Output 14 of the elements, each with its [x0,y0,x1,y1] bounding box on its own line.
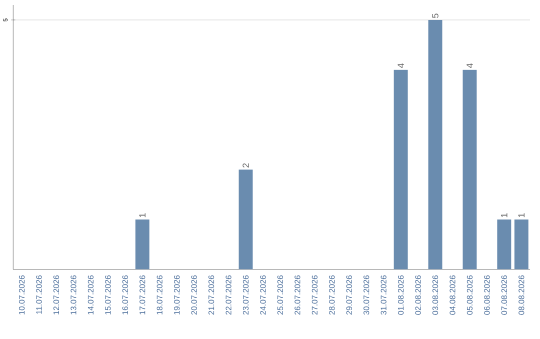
bar [514,219,528,270]
bar [497,219,512,270]
data-label: 4 [398,63,404,68]
bar [238,170,253,270]
data-label: 1 [501,213,508,218]
data-label: 1 [518,213,524,218]
bar [462,70,477,270]
data-label: 4 [466,63,473,68]
bar [394,70,408,270]
data-label: 2 [242,163,249,168]
data-label: 1 [139,213,146,218]
bar [135,219,150,270]
bar [428,20,442,270]
data-label: 5 [432,14,438,18]
